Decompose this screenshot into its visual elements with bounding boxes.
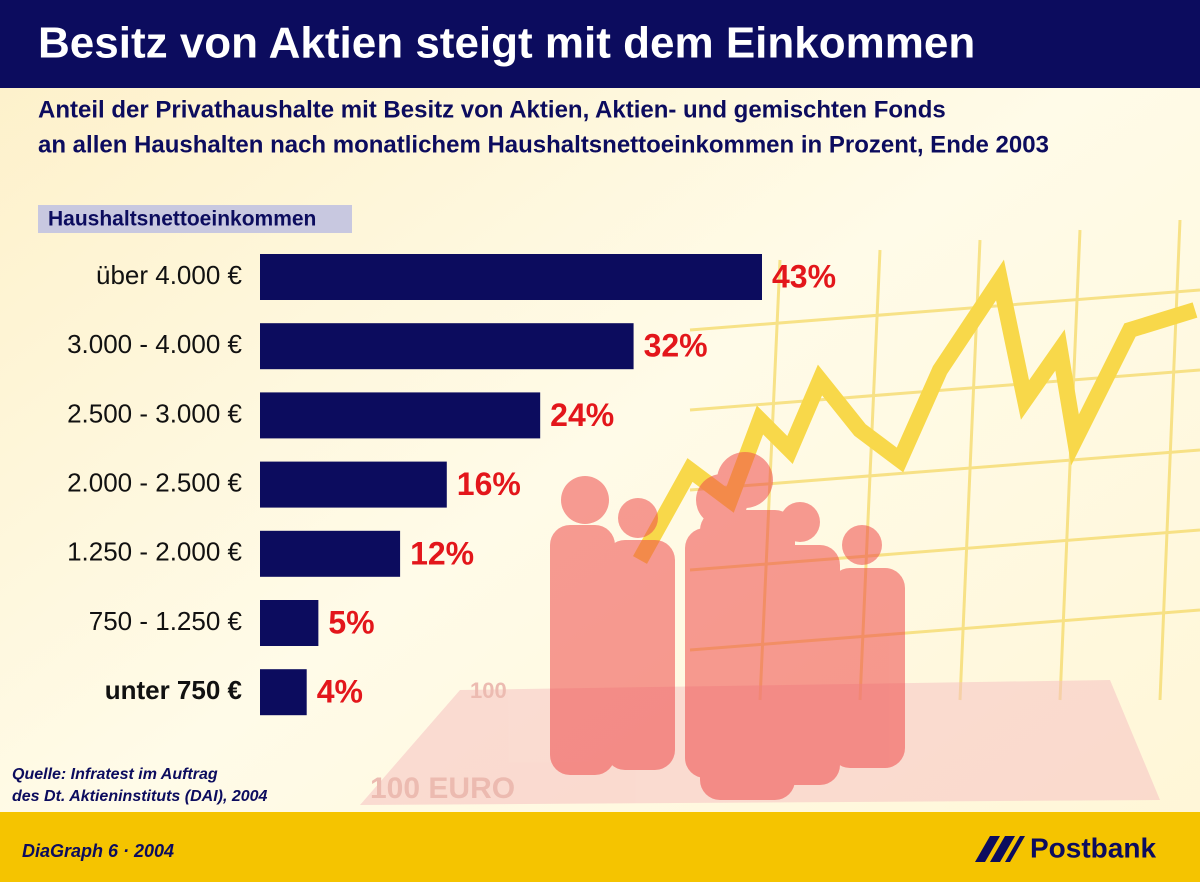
brand-logo [975,836,1025,862]
value-label: 4% [317,674,363,710]
bar [260,461,447,508]
value-label: 16% [457,466,521,502]
value-label: 43% [772,258,836,294]
category-label: 2.500 - 3.000 € [67,398,242,428]
source: Quelle: Infratest im Auftrag [12,766,218,783]
bar [260,323,634,370]
subtitle: an allen Haushalten nach monatlichem Hau… [38,131,1049,158]
svg-text:100 EURO: 100 EURO [370,772,515,805]
bar [260,600,319,646]
footer-bar [0,812,1200,882]
axis-label: Haushaltsnettoeinkommen [48,208,316,231]
title-bar [0,0,1200,88]
axis-label-box [38,205,352,233]
value-label: 32% [644,328,708,364]
category-label: 2.000 - 2.500 € [67,467,242,497]
category-label: über 4.000 € [96,260,243,290]
value-label: 24% [550,397,614,433]
bar [260,392,541,439]
bar [260,254,762,300]
bar [260,669,307,716]
value-label: 5% [328,604,374,640]
category-label: unter 750 € [105,675,242,705]
source: des Dt. Aktieninstituts (DAI), 2004 [12,788,268,805]
decoration-people [550,452,905,800]
category-label: 1.250 - 2.000 € [67,537,242,567]
subtitle: Anteil der Privathaushalte mit Besitz vo… [38,96,946,123]
chart-title: Besitz von Aktien steigt mit dem Einkomm… [38,19,975,68]
value-label: 12% [410,535,474,571]
footer-text: DiaGraph 6 · 2004 [22,841,174,861]
brand: Postbank [1030,832,1156,863]
category-label: 750 - 1.250 € [89,606,243,636]
category-label: 3.000 - 4.000 € [67,329,242,359]
svg-text:100: 100 [470,678,507,703]
bar [260,530,401,577]
